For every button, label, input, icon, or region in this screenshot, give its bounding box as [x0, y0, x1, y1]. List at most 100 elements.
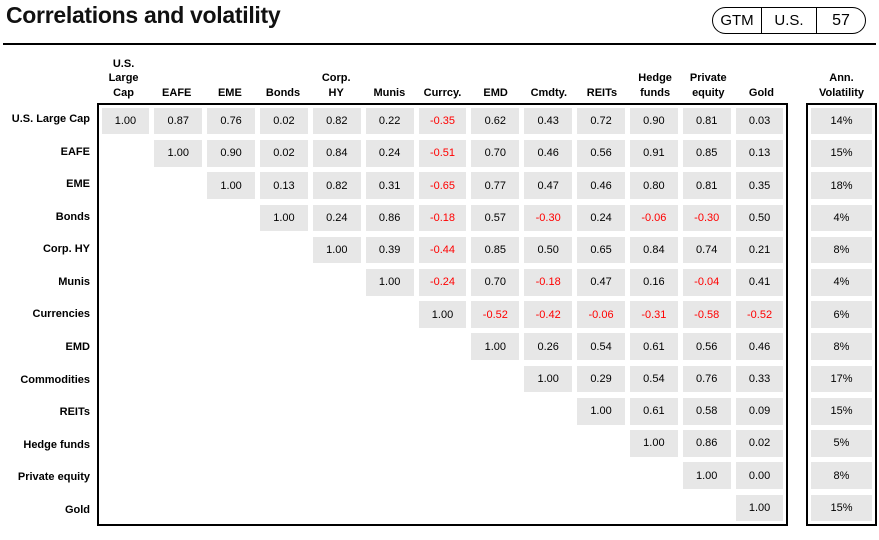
volatility-cell: 18% [811, 172, 872, 199]
correlation-cell: 1.00 [154, 140, 203, 167]
correlation-cell-empty [207, 301, 255, 328]
correlation-cell: 0.31 [365, 172, 414, 199]
column-header: Munis [373, 86, 406, 99]
correlation-cell: 0.46 [577, 172, 625, 199]
correlation-cell: 0.72 [577, 107, 625, 135]
correlation-cell: 0.24 [312, 204, 361, 232]
correlation-cell-empty [102, 172, 150, 199]
correlation-cell-empty [154, 430, 202, 457]
correlation-cell: 0.39 [365, 236, 414, 264]
gtm-badge-gtm-label: GTM [720, 12, 754, 29]
gtm-badge-region-label: U.S. [761, 8, 816, 33]
correlation-cell: 0.84 [312, 140, 361, 167]
correlation-cell: 0.84 [629, 236, 678, 264]
correlation-cell-empty [366, 398, 414, 425]
column-header: Bonds [265, 86, 301, 99]
table-row: 1.00 0.90 0.02 0.84 0.24 -0.51 0.70 0.46 0.56 0.9… [99, 137, 786, 169]
correlation-cell-empty [313, 269, 361, 296]
row-label: Private equity [17, 471, 90, 484]
correlation-cell: 1.00 [365, 268, 414, 296]
correlation-cell-empty [577, 430, 625, 457]
correlation-cell: 0.61 [629, 397, 678, 425]
correlation-cell-empty [471, 398, 519, 425]
correlation-cell-empty [260, 462, 308, 489]
correlation-cell: -0.04 [682, 268, 731, 296]
correlation-cell-empty [207, 366, 255, 393]
correlation-cell: 0.57 [471, 204, 520, 232]
row-label: EAFE [60, 145, 90, 158]
correlation-cell-empty [313, 366, 361, 393]
correlation-cell: -0.31 [629, 301, 678, 328]
correlation-cell-empty [419, 398, 467, 425]
correlation-cell-empty [419, 462, 467, 489]
correlation-cell: 0.70 [471, 268, 520, 296]
correlation-cell: 1.00 [629, 430, 678, 457]
correlation-cell-empty [366, 366, 414, 393]
correlation-cell-empty [154, 172, 202, 199]
correlation-cell: 0.56 [682, 333, 731, 361]
column-header: Hedge funds [638, 72, 672, 99]
correlation-cell: 0.47 [577, 268, 625, 296]
correlation-cell: -0.18 [418, 204, 467, 232]
correlation-cell: -0.35 [418, 107, 467, 135]
correlation-cell: -0.06 [577, 301, 625, 328]
correlation-cell: 0.43 [524, 107, 573, 135]
correlation-cell: 0.26 [524, 333, 573, 361]
correlation-cell-empty [207, 205, 255, 232]
column-header: REITs [586, 86, 618, 99]
correlation-cell: 0.85 [471, 236, 520, 264]
correlation-cell: 0.74 [682, 236, 731, 264]
gtm-badge: GTM U.S. 57 [712, 7, 866, 34]
correlation-cell: 1.00 [260, 204, 308, 232]
correlation-cell-empty [260, 301, 308, 328]
correlation-cell: -0.30 [524, 204, 573, 232]
correlation-cell-empty [102, 430, 150, 457]
correlation-cell: 1.00 [524, 365, 573, 393]
correlation-cell: -0.65 [418, 172, 467, 199]
correlation-cell: 0.13 [735, 140, 784, 167]
volatility-cell: 17% [811, 365, 872, 393]
correlation-cell: 0.50 [524, 236, 573, 264]
correlation-cell-empty [260, 430, 308, 457]
column-header: Corp. HY [321, 72, 351, 99]
correlation-cell-empty [260, 398, 308, 425]
correlation-cell: 0.02 [260, 107, 308, 135]
correlation-cell-empty [313, 398, 361, 425]
correlation-cell: 0.90 [207, 140, 256, 167]
correlation-cell-empty [207, 237, 255, 264]
correlation-cell: 0.65 [577, 236, 625, 264]
table-row: 1.00 -0.52 -0.42 -0.06 -0.31 -0.58 -0.52 [99, 298, 786, 330]
correlation-cell: 0.33 [735, 365, 784, 393]
row-label: EME [66, 178, 90, 191]
correlation-cell: 0.81 [682, 107, 731, 135]
row-label: U.S. Large Cap [11, 113, 90, 126]
correlation-cell-empty [313, 495, 361, 522]
correlation-cell-empty [366, 301, 414, 328]
correlation-cell: 0.62 [471, 107, 520, 135]
correlation-cell-empty [207, 462, 255, 489]
correlation-cell: 0.03 [735, 107, 784, 135]
correlation-cell: 0.29 [577, 365, 625, 393]
correlation-cell-empty [471, 462, 519, 489]
table-row: 1.00 -0.24 0.70 -0.18 0.47 0.16 -0.04 0.41 [99, 266, 786, 298]
correlation-cell-empty [366, 430, 414, 457]
correlation-cell: 0.85 [682, 140, 731, 167]
correlation-cell-empty [419, 333, 467, 360]
correlation-cell: 0.24 [577, 204, 625, 232]
correlation-cell: 0.02 [260, 140, 308, 167]
volatility-column-header: Ann. Volatility [818, 72, 865, 99]
correlation-cell-empty [577, 462, 625, 489]
correlation-cell: 0.09 [735, 397, 784, 425]
volatility-cell: 15% [811, 494, 872, 522]
row-label: EMD [65, 340, 90, 353]
correlation-cell-empty [471, 495, 519, 522]
correlation-matrix: 1.00 0.87 0.76 0.02 0.82 0.22 -0.35 0.62 0.43 0.7… [97, 103, 788, 526]
correlation-cell-empty [471, 430, 519, 457]
correlation-cell-empty [207, 430, 255, 457]
correlation-cell-empty [154, 398, 202, 425]
correlation-cell: 0.81 [682, 172, 731, 199]
volatility-cell: 15% [811, 140, 872, 167]
correlation-cell: 0.54 [577, 333, 625, 361]
gtm-badge-page-number: 57 [816, 8, 865, 33]
correlation-cell-empty [419, 430, 467, 457]
